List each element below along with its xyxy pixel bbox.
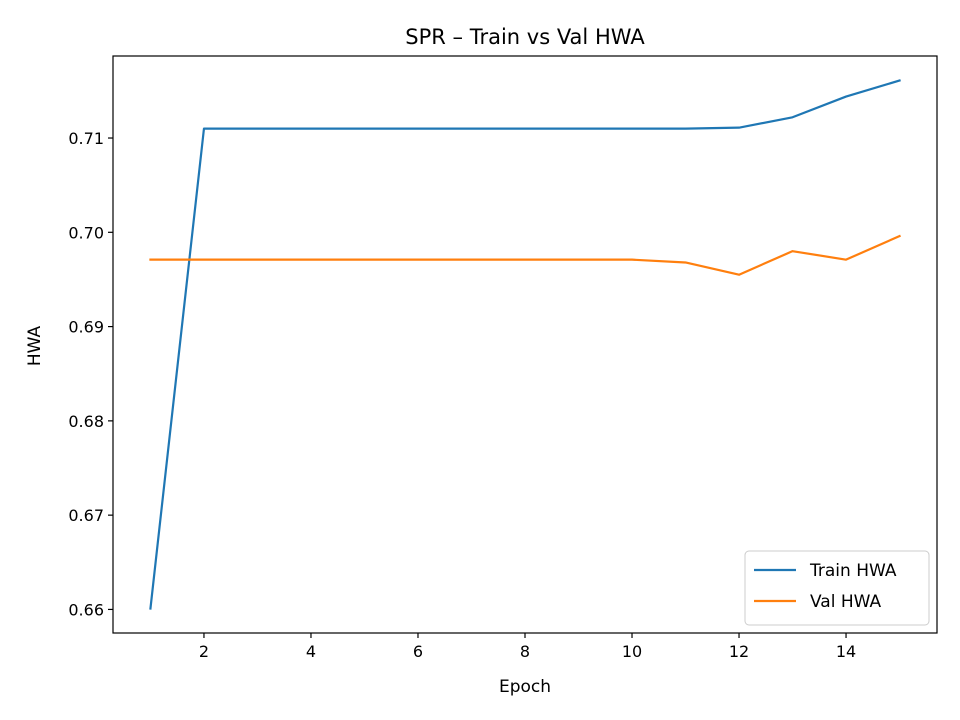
y-tick-label: 0.66: [68, 600, 104, 619]
x-tick-label: 10: [622, 642, 642, 661]
x-tick-label: 12: [729, 642, 749, 661]
x-tick-label: 6: [413, 642, 423, 661]
y-tick-label: 0.68: [68, 412, 104, 431]
x-tick-label: 2: [199, 642, 209, 661]
y-tick-label: 0.69: [68, 318, 104, 337]
legend-label: Val HWA: [810, 592, 882, 612]
x-axis-label: Epoch: [499, 677, 551, 697]
series-layer: [149, 79, 902, 610]
series-line-train-hwa: [149, 79, 901, 610]
chart-title: SPR – Train vs Val HWA: [405, 25, 645, 49]
series-line-val-hwa: [149, 234, 902, 276]
legend-label: Train HWA: [809, 561, 897, 581]
y-tick-label: 0.70: [68, 223, 104, 242]
y-tick-label: 0.71: [68, 129, 104, 148]
x-tick-label: 8: [520, 642, 530, 661]
y-tick-label: 0.67: [68, 506, 104, 525]
y-axis-label: HWA: [25, 325, 45, 366]
y-axis-ticks: 0.66 0.67 0.68 0.69 0.70 0.71: [68, 129, 113, 619]
x-tick-label: 4: [306, 642, 316, 661]
plot-area-frame: [112, 55, 938, 634]
x-tick-label: 14: [836, 642, 856, 661]
legend: Train HWA Val HWA: [744, 550, 930, 626]
x-axis-ticks: 2 4 6 8 10 12 14: [199, 633, 856, 661]
